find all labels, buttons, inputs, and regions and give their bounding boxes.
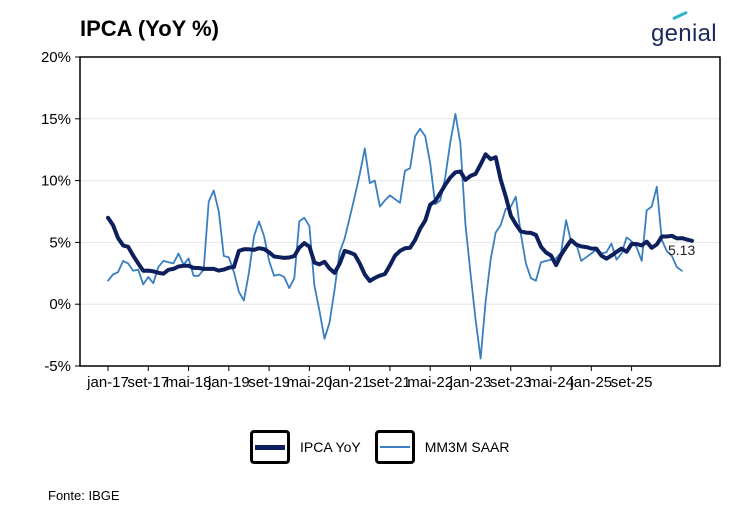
x-tick-label: set-17 xyxy=(127,374,169,391)
x-tick-label: mai-18 xyxy=(166,374,212,391)
plot-frame xyxy=(79,56,721,367)
x-tick-label: mai-22 xyxy=(407,374,453,391)
end-value-label: 5.13 xyxy=(668,242,695,258)
x-tick-label: jan-21 xyxy=(328,374,371,391)
x-tick-label: jan-17 xyxy=(86,374,129,391)
legend-label-ipca-yoy: IPCA YoY xyxy=(300,439,361,455)
x-tick-label: set-23 xyxy=(490,374,532,391)
legend-item-ipca-yoy: IPCA YoY xyxy=(250,430,361,464)
x-tick-label: jan-19 xyxy=(207,374,250,391)
legend-swatch-mm3m-saar xyxy=(374,430,415,464)
series-line-mm3m-saar xyxy=(107,113,683,360)
brand-logo: genial xyxy=(651,20,717,47)
y-tick-label: 5% xyxy=(49,234,71,251)
y-tick-label: 10% xyxy=(41,173,71,190)
x-tick-label: set-25 xyxy=(611,374,653,391)
y-tick-label: 0% xyxy=(49,296,71,313)
x-tick-label: set-19 xyxy=(248,374,290,391)
x-tick-label: mai-24 xyxy=(528,374,574,391)
legend-label-mm3m-saar: MM3M SAAR xyxy=(424,439,510,455)
chart-title: IPCA (YoY %) xyxy=(80,16,219,41)
y-tick-label: 15% xyxy=(41,111,71,128)
legend: IPCA YoY MM3M SAAR xyxy=(250,430,510,464)
x-tick-label: set-21 xyxy=(369,374,411,391)
y-tick-label: 20% xyxy=(41,49,71,66)
x-tick-label: jan-25 xyxy=(569,374,612,391)
x-tick-label: jan-23 xyxy=(449,374,492,391)
legend-item-mm3m-saar: MM3M SAAR xyxy=(374,430,510,464)
x-tick-label: mai-20 xyxy=(286,374,332,391)
legend-swatch-ipca-yoy xyxy=(250,430,290,464)
source-note: Fonte: IBGE xyxy=(48,488,120,503)
y-tick-label: -5% xyxy=(44,358,71,375)
series-line-ipca-yoy xyxy=(106,152,694,283)
